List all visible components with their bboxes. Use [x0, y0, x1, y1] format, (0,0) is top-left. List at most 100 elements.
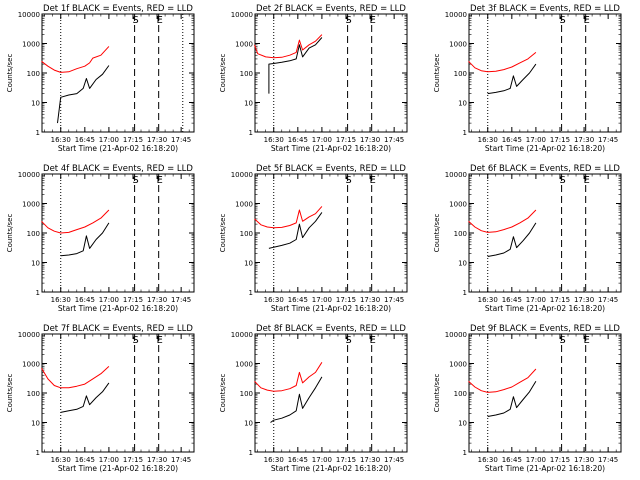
- x-axis-label: Start Time (21-Apr-02 16:18:20): [58, 304, 178, 313]
- y-tick-label: 1000: [235, 41, 253, 49]
- x-tick-label: 17:45: [384, 136, 404, 144]
- panel-title: Det 2f BLACK = Events, RED = LLD: [256, 4, 406, 14]
- x-tick-label: 17:30: [574, 136, 594, 144]
- y-axis-label: Counts/sec: [433, 54, 441, 93]
- y-tick-label: 100: [27, 390, 40, 398]
- x-tick-label: 17:00: [312, 296, 332, 304]
- x-tick-label: 16:30: [51, 296, 71, 304]
- marker-label: S: [559, 335, 565, 346]
- y-tick-label: 10: [458, 100, 467, 108]
- y-tick-label: 1000: [235, 201, 253, 209]
- lld-series-line: [468, 52, 537, 73]
- detector-panel-8: Det 8f BLACK = Events, RED = LLD 1 10 100 10…: [219, 324, 408, 473]
- y-axis-label: Counts/sec: [6, 214, 14, 253]
- plot-frame: [468, 173, 622, 293]
- plot-frame: [254, 173, 408, 293]
- panel-title: Det 9f BLACK = Events, RED = LLD: [470, 324, 620, 334]
- x-tick-label: 16:30: [264, 296, 284, 304]
- x-tick-label: 17:45: [171, 296, 191, 304]
- x-tick-label: 16:30: [478, 136, 498, 144]
- x-axis-label: Start Time (21-Apr-02 16:18:20): [485, 464, 605, 473]
- detector-panel-3: Det 3f BLACK = Events, RED = LLD 1 10 100 10…: [433, 4, 622, 153]
- y-tick-label: 10: [31, 100, 40, 108]
- x-tick-label: 17:45: [598, 456, 618, 464]
- x-axis-label: Start Time (21-Apr-02 16:18:20): [271, 304, 391, 313]
- events-series-line: [60, 382, 110, 413]
- plot-frame: [468, 13, 622, 133]
- y-tick-label: 1000: [449, 201, 467, 209]
- y-tick-label: 1: [36, 129, 40, 137]
- y-tick-label: 1: [463, 129, 467, 137]
- y-tick-label: 10000: [18, 11, 40, 19]
- plot-frame: [468, 333, 622, 453]
- plot-frame: [41, 333, 195, 453]
- x-tick-label: 17:15: [550, 456, 570, 464]
- x-tick-label: 17:00: [526, 456, 546, 464]
- y-axis-label: Counts/sec: [219, 374, 227, 413]
- detector-panel-9: Det 9f BLACK = Events, RED = LLD 1 10 100 10…: [433, 324, 622, 473]
- x-axis-label: Start Time (21-Apr-02 16:18:20): [58, 464, 178, 473]
- plot-frame: [254, 333, 408, 453]
- y-tick-label: 10: [244, 100, 253, 108]
- x-tick-label: 16:45: [502, 456, 522, 464]
- lld-series-line: [41, 366, 110, 389]
- lld-series-line: [41, 209, 110, 234]
- y-tick-label: 100: [240, 230, 253, 238]
- x-tick-label: 17:45: [171, 456, 191, 464]
- x-tick-label: 17:15: [336, 456, 356, 464]
- y-tick-label: 10000: [445, 171, 467, 179]
- detector-panel-1: Det 1f BLACK = Events, RED = LLD 1 10 100 10…: [6, 4, 195, 153]
- y-tick-label: 1000: [22, 41, 40, 49]
- x-tick-label: 17:15: [123, 136, 143, 144]
- x-axis-label: Start Time (21-Apr-02 16:18:20): [485, 304, 605, 313]
- marker-label: E: [370, 175, 376, 186]
- x-tick-label: 17:00: [312, 136, 332, 144]
- y-tick-label: 10: [31, 260, 40, 268]
- panel-title: Det 5f BLACK = Events, RED = LLD: [256, 164, 406, 174]
- marker-label: S: [559, 175, 565, 186]
- marker-label: S: [345, 175, 351, 186]
- x-tick-label: 16:30: [264, 456, 284, 464]
- x-tick-label: 16:45: [288, 456, 308, 464]
- y-tick-label: 10: [31, 420, 40, 428]
- x-tick-label: 16:30: [51, 136, 71, 144]
- y-axis-label: Counts/sec: [433, 374, 441, 413]
- x-tick-label: 17:15: [123, 456, 143, 464]
- y-tick-label: 100: [240, 70, 253, 78]
- x-tick-label: 16:45: [502, 296, 522, 304]
- events-series-line: [268, 212, 323, 249]
- y-tick-label: 1000: [449, 41, 467, 49]
- marker-label: E: [584, 175, 590, 186]
- detector-panel-5: Det 5f BLACK = Events, RED = LLD 1 10 100 10…: [219, 164, 408, 313]
- x-tick-label: 17:15: [336, 136, 356, 144]
- marker-label: S: [345, 15, 351, 26]
- y-tick-label: 1: [249, 289, 253, 297]
- x-tick-label: 17:30: [574, 296, 594, 304]
- x-tick-label: 17:30: [147, 456, 167, 464]
- marker-label: E: [157, 15, 163, 26]
- y-tick-label: 100: [27, 230, 40, 238]
- detector-panel-7: Det 7f BLACK = Events, RED = LLD 1 10 100 10…: [6, 324, 195, 473]
- y-tick-label: 1000: [22, 201, 40, 209]
- x-tick-label: 17:00: [312, 456, 332, 464]
- panel-title: Det 3f BLACK = Events, RED = LLD: [470, 4, 620, 14]
- x-tick-label: 17:15: [123, 296, 143, 304]
- events-series-line: [60, 222, 110, 257]
- lld-series-line: [254, 34, 323, 59]
- x-tick-label: 17:00: [99, 456, 119, 464]
- y-tick-label: 1000: [22, 361, 40, 369]
- events-series-line: [487, 63, 537, 95]
- x-tick-label: 17:30: [147, 136, 167, 144]
- x-tick-label: 16:30: [51, 456, 71, 464]
- x-tick-label: 16:45: [502, 136, 522, 144]
- lld-series-line: [254, 206, 323, 229]
- y-tick-label: 10: [458, 260, 467, 268]
- lld-series-line: [468, 368, 537, 393]
- x-tick-label: 17:15: [550, 296, 570, 304]
- y-tick-label: 10000: [18, 171, 40, 179]
- y-axis-label: Counts/sec: [219, 54, 227, 93]
- x-axis-label: Start Time (21-Apr-02 16:18:20): [271, 144, 391, 153]
- y-tick-label: 1000: [235, 361, 253, 369]
- plot-frame: [41, 13, 195, 133]
